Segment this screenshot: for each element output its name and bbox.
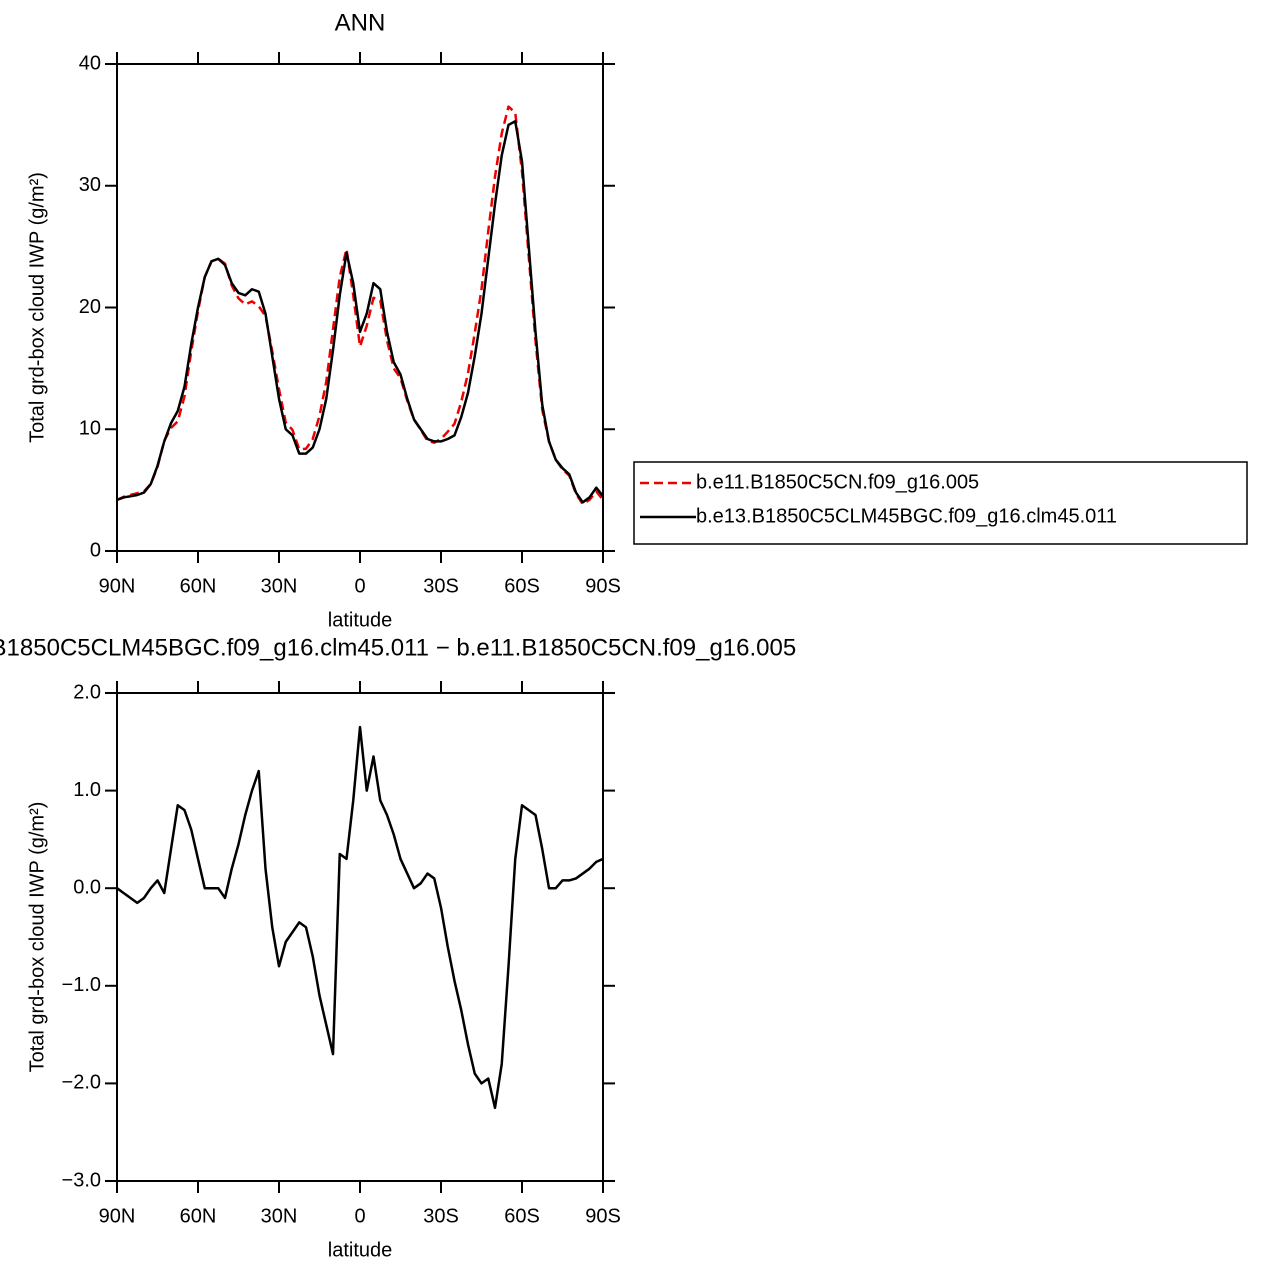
x-tick-label: 30N — [261, 575, 298, 597]
x-tick-label: 90S — [585, 1205, 621, 1227]
x-tick-label: 30S — [423, 575, 459, 597]
x-tick-label: 60S — [504, 575, 540, 597]
x-axis-label: latitude — [328, 1239, 393, 1261]
y-axis-label: Total grd-box cloud IWP (g/m²) — [26, 172, 48, 443]
x-tick-label: 30N — [261, 1205, 298, 1227]
data-line — [116, 119, 604, 504]
chart-title: ANN — [335, 9, 386, 36]
x-axis-label: latitude — [328, 609, 393, 631]
x-tick-label: 90N — [99, 575, 136, 597]
x-tick-label: 0 — [354, 1205, 365, 1227]
chart-title: b.e13.B1850C5CLM45BGC.f09_g16.clm45.011 … — [0, 634, 796, 661]
x-tick-label: 60N — [180, 575, 217, 597]
plot-frame — [116, 63, 604, 552]
legend-box — [633, 461, 1248, 545]
x-tick-label: 90N — [99, 1205, 136, 1227]
y-tick-label: −2.0 — [62, 1072, 101, 1094]
x-tick-label: 60N — [180, 1205, 217, 1227]
plot-frame — [116, 692, 604, 1182]
legend-label: b.e13.B1850C5CLM45BGC.f09_g16.clm45.011 — [696, 505, 1117, 527]
x-tick-label: 30S — [423, 1205, 459, 1227]
y-tick-label: 40 — [79, 52, 101, 74]
y-tick-label: 0.0 — [73, 876, 101, 898]
y-tick-label: 2.0 — [73, 681, 101, 703]
y-tick-label: 0 — [90, 539, 101, 561]
data-line — [116, 725, 604, 1110]
x-tick-label: 0 — [354, 575, 365, 597]
y-tick-label: 10 — [79, 418, 101, 440]
y-tick-label: 30 — [79, 174, 101, 196]
x-tick-label: 60S — [504, 1205, 540, 1227]
y-tick-label: −3.0 — [62, 1169, 101, 1191]
y-tick-label: −1.0 — [62, 974, 101, 996]
legend-label: b.e11.B1850C5CN.f09_g16.005 — [696, 471, 979, 493]
y-tick-label: 1.0 — [73, 779, 101, 801]
x-tick-label: 90S — [585, 575, 621, 597]
y-tick-label: 20 — [79, 296, 101, 318]
y-axis-label: Total grd-box cloud IWP (g/m²) — [26, 802, 48, 1073]
data-line — [116, 105, 604, 506]
